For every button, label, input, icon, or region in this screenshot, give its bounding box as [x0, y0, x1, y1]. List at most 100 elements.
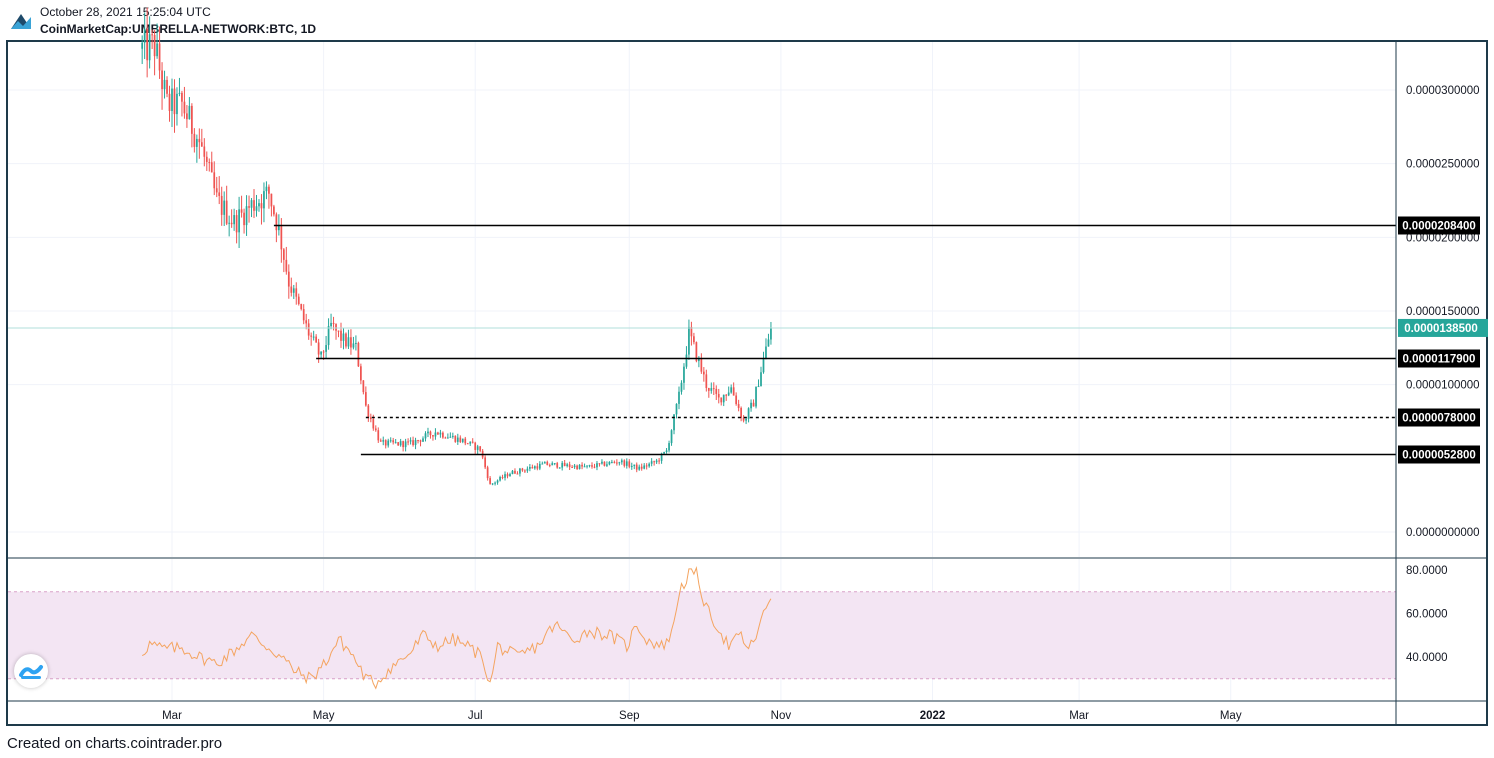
candle-body — [335, 324, 337, 331]
candle-body — [384, 440, 387, 446]
chart-frame — [6, 40, 1488, 726]
candle-body — [593, 466, 596, 468]
candle-body — [620, 460, 623, 463]
candle-body — [161, 70, 163, 90]
candle-body — [683, 366, 685, 383]
candle-body — [501, 476, 504, 478]
level-tag-label: 0.0000078000 — [1402, 413, 1476, 425]
candle-body — [290, 286, 293, 293]
candle-body — [392, 440, 395, 443]
candle-body — [282, 249, 285, 260]
candle-body — [655, 460, 658, 463]
chart-timestamp: October 28, 2021 15:25:04 UTC — [40, 5, 211, 19]
candle-body — [742, 417, 745, 421]
candle-body — [770, 327, 772, 340]
candle-body — [690, 326, 693, 337]
tradingview-badge-icon[interactable] — [14, 654, 48, 688]
candle-body — [618, 462, 621, 464]
rsi-line — [141, 566, 772, 690]
candle-body — [665, 450, 668, 452]
candle-body — [568, 464, 571, 467]
candle-body — [725, 394, 728, 396]
rsi-tick-label: 40.0000 — [1406, 652, 1448, 664]
candle-body — [638, 466, 641, 470]
candle-body — [362, 380, 365, 393]
candle-body — [404, 441, 407, 448]
candle-body — [347, 337, 350, 347]
candle-body — [471, 441, 474, 443]
y-tick-label: 0.0000250000 — [1406, 159, 1480, 171]
candle-body — [429, 431, 432, 436]
candle-body — [558, 467, 561, 469]
candle-body — [432, 435, 434, 437]
candle-body — [300, 304, 303, 310]
candle-body — [737, 404, 740, 408]
candle-body — [603, 461, 606, 466]
candle-body — [469, 441, 472, 444]
candle-body — [225, 200, 228, 224]
candle-body — [750, 402, 752, 409]
candle-body — [553, 463, 556, 465]
candle-body — [685, 354, 688, 367]
candle-body — [643, 465, 646, 469]
x-tick-label: Jul — [468, 710, 483, 722]
level-tag-label: 0.0000117900 — [1403, 354, 1476, 366]
candle-body — [446, 437, 449, 439]
candle-body — [653, 461, 656, 463]
candle-body — [489, 478, 491, 484]
y-tick-label: 0.0000100000 — [1406, 380, 1480, 392]
candle-body — [755, 386, 757, 407]
candle-body — [320, 351, 322, 355]
candle-body — [484, 457, 487, 468]
candle-body — [210, 162, 213, 173]
candle-body — [499, 476, 501, 481]
candle-body — [479, 446, 482, 451]
candle-body — [255, 206, 258, 211]
candle-body — [437, 432, 439, 435]
level-tag — [1398, 349, 1480, 368]
candle-body — [509, 474, 511, 477]
candle-body — [730, 387, 733, 393]
rsi-band — [8, 591, 1396, 679]
y-tick-label: 0.0000000000 — [1406, 527, 1480, 539]
candle-body — [352, 343, 355, 348]
candle-body — [650, 461, 653, 464]
candle-body — [536, 466, 539, 469]
candle-body — [340, 330, 342, 341]
candle-body — [171, 88, 173, 111]
candle-body — [200, 142, 203, 147]
candle-body — [275, 214, 278, 231]
y-tick-label: 0.0000200000 — [1406, 232, 1480, 244]
candle-body — [374, 428, 377, 431]
candle-body — [712, 388, 715, 390]
candle-body — [394, 442, 397, 444]
candle-body — [422, 438, 424, 442]
candle-body — [717, 393, 720, 398]
candle-body — [240, 209, 243, 213]
candle-body — [270, 193, 273, 207]
candle-body — [474, 442, 477, 450]
candle-body — [243, 212, 245, 226]
candle-body — [399, 441, 402, 446]
candle-body — [208, 162, 211, 164]
candle-body — [357, 342, 360, 367]
candle-body — [613, 461, 616, 463]
candle-body — [541, 463, 544, 465]
candle-body — [258, 203, 260, 207]
candle-body — [752, 402, 755, 407]
candle-body — [379, 440, 382, 442]
candle-body — [230, 222, 233, 225]
x-tick-label: Mar — [1069, 710, 1089, 722]
candle-body — [514, 470, 516, 474]
candle-body — [350, 337, 352, 348]
footer-credit: Created on charts.cointrader.pro — [7, 735, 223, 752]
level-tag-label: 0.0000052800 — [1402, 450, 1476, 462]
candle-body — [198, 138, 201, 143]
candle-body — [563, 462, 566, 467]
candle-body — [332, 322, 335, 325]
candle-body — [213, 172, 216, 189]
candle-body — [285, 259, 288, 272]
candle-body — [203, 146, 206, 157]
candle-body — [702, 371, 705, 375]
